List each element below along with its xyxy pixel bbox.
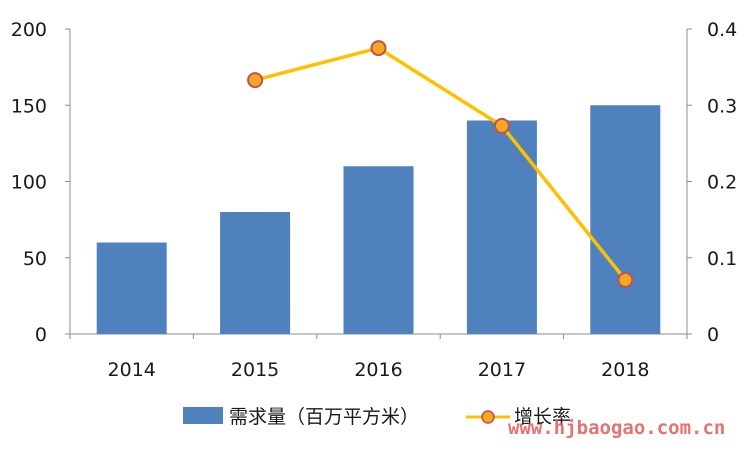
x-tick-label: 2017 bbox=[478, 359, 526, 381]
legend-line-label: 增长率 bbox=[514, 406, 571, 428]
left-y-tick-label: 100 bbox=[11, 172, 47, 194]
left-y-tick-label: 200 bbox=[11, 19, 47, 41]
left-y-tick-label: 0 bbox=[35, 324, 47, 346]
bar bbox=[96, 242, 167, 334]
bar bbox=[466, 120, 537, 334]
bar bbox=[220, 212, 291, 334]
left-y-axis-ticks: 0 50 100 150 200 bbox=[11, 19, 70, 346]
x-tick-label: 2016 bbox=[354, 359, 402, 381]
x-tick-label: 2014 bbox=[108, 359, 156, 381]
line-point bbox=[493, 117, 510, 134]
x-tick-label: 2015 bbox=[231, 359, 279, 381]
x-tick-label: 2018 bbox=[601, 359, 649, 381]
x-axis-ticks: 2014 2015 2016 2017 2018 bbox=[69, 334, 688, 381]
legend-bar-swatch bbox=[183, 407, 223, 424]
legend-line-marker bbox=[481, 410, 495, 424]
right-y-tick-label: 0.1 bbox=[707, 248, 737, 270]
right-y-axis-ticks: 0 0.1 0.2 0.3 0.4 bbox=[687, 19, 737, 346]
line-point bbox=[247, 72, 264, 89]
bar-series bbox=[96, 105, 661, 334]
line-point bbox=[370, 40, 387, 57]
right-y-tick-label: 0.2 bbox=[707, 172, 737, 194]
right-y-tick-label: 0.3 bbox=[707, 95, 737, 117]
left-y-tick-label: 150 bbox=[11, 95, 47, 117]
left-y-tick-label: 50 bbox=[23, 248, 47, 270]
bar bbox=[590, 105, 661, 334]
watermark: www.hjbaogao.com.cn bbox=[508, 417, 725, 439]
growth-line bbox=[254, 46, 627, 281]
legend-bar-label: 需求量（百万平方米） bbox=[229, 406, 419, 428]
bar bbox=[343, 166, 414, 334]
legend: 需求量（百万平方米） 增长率 bbox=[183, 406, 571, 428]
right-y-tick-label: 0.4 bbox=[707, 19, 737, 41]
right-y-tick-label: 0 bbox=[707, 324, 719, 346]
line-point bbox=[617, 271, 634, 288]
line-series bbox=[247, 40, 634, 288]
